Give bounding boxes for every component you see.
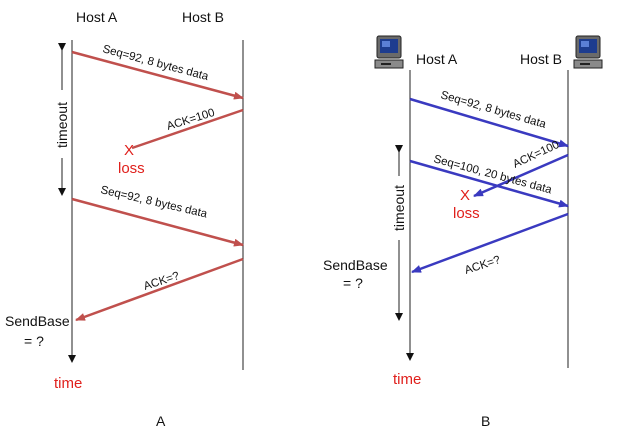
caption-b: B <box>481 413 490 429</box>
ack100-arrow <box>473 153 569 198</box>
seq92-arrow <box>409 97 569 148</box>
host-a-label: Host A <box>76 9 118 25</box>
time-label: time <box>54 375 82 392</box>
seq92-arrow-1 <box>71 50 244 100</box>
loss-x-mark: X <box>124 142 134 159</box>
timeout-bracket: timeout <box>391 145 407 321</box>
sendbase-value: = ? <box>343 275 363 291</box>
time-label: time <box>393 371 421 388</box>
host-b-label: Host B <box>520 51 562 67</box>
loss-x-mark: X <box>460 187 470 204</box>
ack-unknown-label: ACK=? <box>463 254 502 277</box>
ack100-arrow <box>131 108 244 150</box>
seq100-arrow <box>409 159 569 208</box>
sendbase-label: SendBase <box>5 313 70 329</box>
timeout-bracket: timeout <box>54 43 70 196</box>
seq92-arrow-2 <box>71 197 244 247</box>
timeout-label: timeout <box>54 102 70 148</box>
host-b-computer-icon <box>573 35 603 69</box>
sendbase-value: = ? <box>24 333 44 349</box>
host-b-label: Host B <box>182 9 224 25</box>
host-a-label: Host A <box>416 51 458 67</box>
caption-a: A <box>156 413 166 429</box>
ack100-label: ACK=100 <box>511 139 561 171</box>
ack-unknown-arrow <box>75 257 244 322</box>
seq92-label-2: Seq=92, 8 bytes data <box>99 184 209 220</box>
ack-unknown-arrow <box>411 212 569 274</box>
diagram-b: Host A Host B timeout Seq=92, 8 bytes da… <box>323 35 603 429</box>
host-a-computer-icon <box>374 35 404 69</box>
timeout-label: timeout <box>391 185 407 231</box>
diagram-a: Host A Host B timeout Seq=92, 8 bytes da… <box>5 9 244 429</box>
loss-label: loss <box>118 160 145 177</box>
sendbase-label: SendBase <box>323 257 388 273</box>
loss-label: loss <box>453 205 480 222</box>
